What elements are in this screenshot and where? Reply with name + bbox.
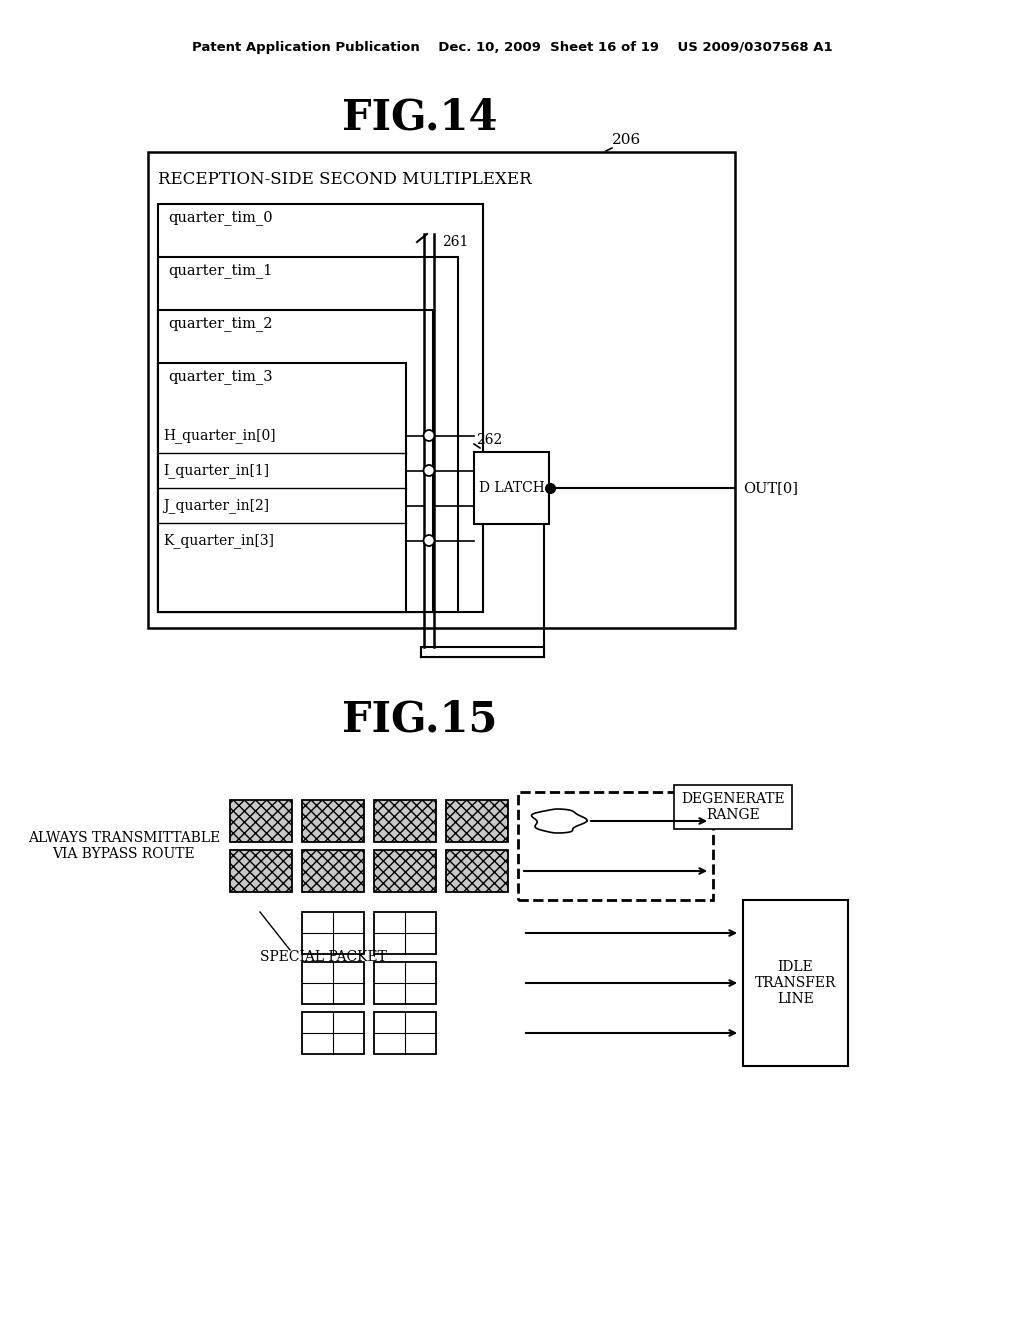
Bar	[302, 850, 364, 892]
Text: quarter_tim_0: quarter_tim_0	[168, 211, 272, 226]
Text: 262: 262	[476, 433, 502, 447]
Bar	[446, 850, 508, 892]
Bar	[158, 363, 406, 612]
FancyBboxPatch shape	[518, 792, 713, 900]
Bar	[446, 800, 508, 842]
Text: FIG.14: FIG.14	[342, 96, 498, 139]
Bar	[158, 310, 433, 612]
Circle shape	[424, 465, 434, 477]
Text: quarter_tim_1: quarter_tim_1	[168, 264, 272, 279]
Circle shape	[424, 430, 434, 441]
Bar	[374, 1012, 436, 1053]
Text: quarter_tim_3: quarter_tim_3	[168, 370, 272, 384]
Text: D LATCH: D LATCH	[478, 480, 545, 495]
Polygon shape	[531, 809, 587, 833]
Bar	[148, 152, 735, 628]
Bar	[374, 962, 436, 1005]
Text: DEGENERATE
RANGE: DEGENERATE RANGE	[681, 792, 784, 822]
Text: IDLE
TRANSFER
LINE: IDLE TRANSFER LINE	[755, 960, 837, 1006]
Bar	[474, 451, 549, 524]
Text: OUT[0]: OUT[0]	[743, 480, 798, 495]
Bar	[743, 900, 848, 1067]
Bar	[158, 257, 458, 612]
Text: quarter_tim_2: quarter_tim_2	[168, 317, 272, 331]
Text: K_quarter_in[3]: K_quarter_in[3]	[163, 533, 274, 548]
Bar	[230, 800, 292, 842]
Bar	[374, 800, 436, 842]
Bar	[374, 912, 436, 954]
Bar	[302, 962, 364, 1005]
Text: 206: 206	[612, 133, 641, 147]
Bar	[302, 1012, 364, 1053]
Bar	[421, 647, 544, 657]
Text: FIG.15: FIG.15	[342, 700, 498, 741]
Text: RECEPTION-SIDE SECOND MULTIPLEXER: RECEPTION-SIDE SECOND MULTIPLEXER	[158, 172, 531, 189]
Circle shape	[424, 535, 434, 546]
Text: ALWAYS TRANSMITTABLE
VIA BYPASS ROUTE: ALWAYS TRANSMITTABLE VIA BYPASS ROUTE	[28, 830, 220, 861]
Text: 261: 261	[442, 235, 468, 249]
Text: Patent Application Publication    Dec. 10, 2009  Sheet 16 of 19    US 2009/03075: Patent Application Publication Dec. 10, …	[191, 41, 833, 54]
Text: I_quarter_in[1]: I_quarter_in[1]	[163, 463, 269, 478]
Bar	[230, 850, 292, 892]
Text: H_quarter_in[0]: H_quarter_in[0]	[163, 428, 275, 444]
Bar	[302, 800, 364, 842]
Text: J_quarter_in[2]: J_quarter_in[2]	[163, 498, 269, 513]
Text: SPECIAL PACKET: SPECIAL PACKET	[260, 950, 387, 964]
Bar	[158, 205, 483, 612]
Bar	[374, 850, 436, 892]
Bar	[302, 912, 364, 954]
